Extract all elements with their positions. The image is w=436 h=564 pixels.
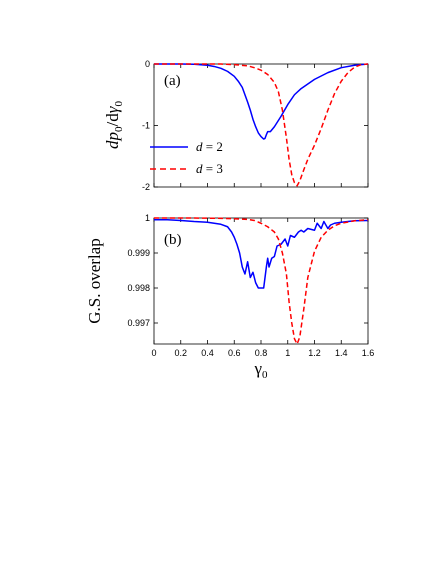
panel-b-label: (b) <box>164 232 182 248</box>
panel-a-series-d2-line <box>154 63 369 140</box>
legend: d = 2 d = 3 <box>150 139 223 176</box>
panel-b-xtick-label: 1 <box>285 348 290 358</box>
legend-label-d2: d = 2 <box>196 139 223 154</box>
panel-b-xtick-label: 0.2 <box>174 348 187 358</box>
panel-a-ytick-label: -1 <box>142 121 150 131</box>
panel-b-frame <box>153 217 369 345</box>
legend-label-d3: d = 3 <box>196 161 223 176</box>
panel-b-series-d3-line <box>154 217 369 345</box>
panel-a-ytick-label: 0 <box>145 59 150 69</box>
panel-b: 0 0.2 0.4 0.6 0.8 1 1.2 1.4 1.610.9990.9980.997 … <box>85 213 374 381</box>
panel-b-ytick-label: 0.998 <box>127 283 150 293</box>
panel-b-series-d2-line <box>154 219 369 289</box>
panel-a: 0 -1 -2 (a) dp0/dγ0 d = 2 d = 3 <box>103 59 369 192</box>
panel-a-series-d3-line <box>154 63 369 187</box>
panel-b-xlabel: γ0 <box>253 359 268 381</box>
panel-b-xtick-label: 1.6 <box>362 348 375 358</box>
panel-b-ylabel: G.S. overlap <box>85 238 104 323</box>
panel-b-xtick-label: 0.4 <box>201 348 214 358</box>
panel-b-ytick-label: 0.999 <box>127 248 150 258</box>
panel-a-frame <box>153 63 369 188</box>
panel-b-xtick-label: 0.8 <box>255 348 268 358</box>
panel-a-ylabel: dp0/dγ0 <box>103 101 125 149</box>
panel-b-ytick-label: 1 <box>145 213 150 223</box>
panel-a-label: (a) <box>164 73 181 89</box>
panel-b-ytick-label: 0.997 <box>127 318 150 328</box>
panel-b-xtick-label: 0 <box>151 348 156 358</box>
panel-a-ytick-label: -2 <box>142 182 150 192</box>
panel-b-xtick-label: 1.4 <box>335 348 348 358</box>
panel-b-xtick-label: 1.2 <box>308 348 321 358</box>
panel-b-xtick-label: 0.6 <box>228 348 241 358</box>
